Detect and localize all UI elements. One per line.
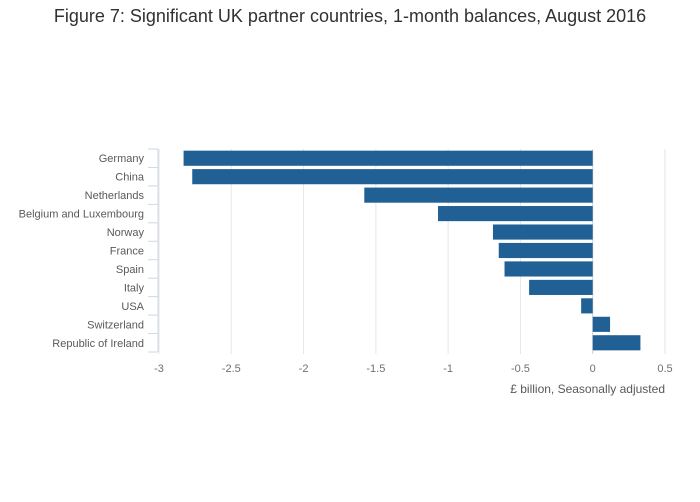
bar — [592, 335, 641, 351]
bar — [438, 206, 593, 222]
x-tick-label: -3 — [154, 363, 164, 375]
x-axis-title: £ billion, Seasonally adjusted — [510, 382, 665, 396]
bar — [529, 279, 593, 295]
bar — [492, 224, 593, 240]
bar — [183, 150, 593, 166]
category-label: Switzerland — [87, 319, 144, 331]
category-label: Italy — [124, 282, 145, 294]
category-label: Spain — [116, 264, 144, 276]
category-label: Belgium and Luxembourg — [19, 209, 144, 221]
x-tick-label: -1 — [443, 363, 453, 375]
x-tick-label: -1.5 — [366, 363, 385, 375]
x-tick-label: 0.5 — [657, 363, 672, 375]
category-label: Norway — [107, 227, 145, 239]
bar — [364, 187, 593, 203]
bar — [504, 261, 593, 277]
x-tick-label: -0.5 — [511, 363, 530, 375]
bar — [581, 298, 593, 314]
category-label: Germany — [99, 153, 145, 165]
bar — [192, 169, 593, 185]
bar — [498, 242, 593, 259]
bars — [183, 150, 641, 351]
x-tick-label: 0 — [590, 363, 596, 375]
category-label: Netherlands — [85, 190, 145, 202]
category-label: Republic of Ireland — [52, 338, 144, 350]
category-label: France — [110, 246, 144, 258]
x-tick-label: -2 — [299, 363, 309, 375]
bar — [592, 316, 611, 332]
x-tick-label: -2.5 — [222, 363, 241, 375]
x-tick-labels: -3 -2.5 -2 -1.5 -1 -0.5 0 0.5 — [154, 363, 673, 375]
category-label: USA — [121, 301, 144, 313]
category-label: China — [115, 172, 145, 184]
chart-title: Figure 7: Significant UK partner countri… — [53, 6, 647, 26]
category-labels: Germany China Netherlands Belgium and Luxem… — [19, 153, 145, 350]
category-ticks — [148, 148, 159, 353]
